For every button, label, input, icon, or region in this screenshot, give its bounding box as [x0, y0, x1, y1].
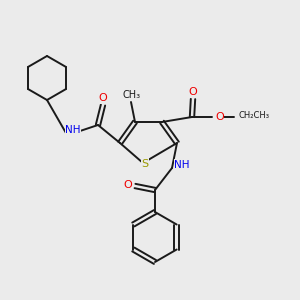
Text: O: O — [189, 87, 197, 97]
Text: NH: NH — [65, 125, 81, 135]
Text: O: O — [99, 93, 107, 103]
Text: O: O — [215, 112, 224, 122]
Text: CH₃: CH₃ — [123, 90, 141, 100]
Text: S: S — [141, 159, 148, 169]
Text: O: O — [124, 180, 132, 190]
Text: NH: NH — [174, 160, 190, 170]
Text: CH₂CH₃: CH₂CH₃ — [238, 112, 269, 121]
